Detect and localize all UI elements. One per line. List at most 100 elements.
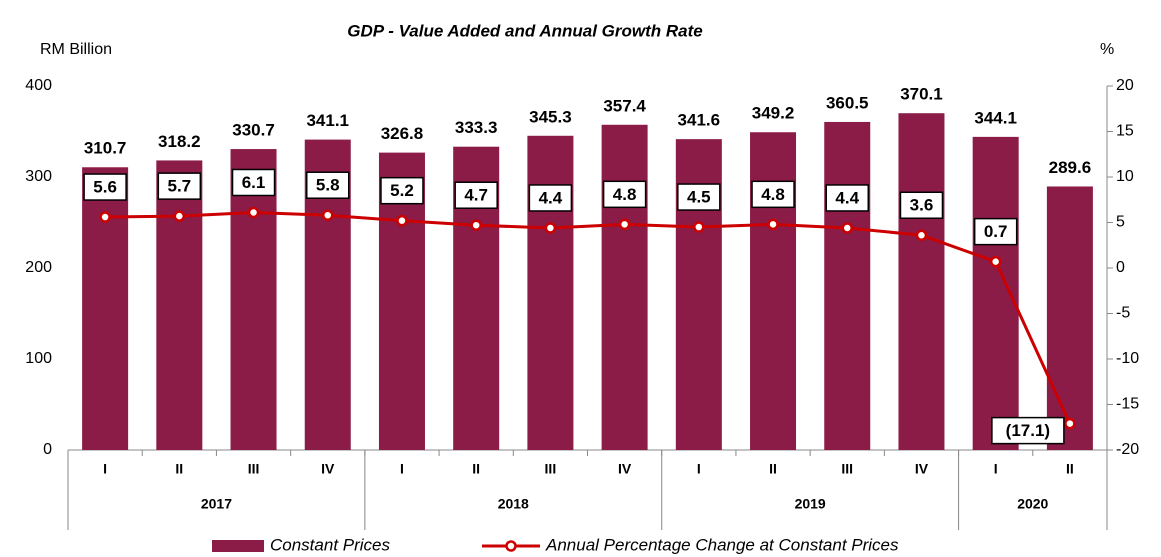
line-value-label: 4.8 (613, 185, 637, 204)
line-value-label: 4.8 (761, 185, 785, 204)
line-value-label: 4.4 (539, 188, 563, 207)
bar (750, 132, 797, 450)
bar-value-label: 318.2 (158, 132, 201, 151)
bar (898, 113, 945, 451)
y-axis-label: RM Billion (40, 41, 112, 58)
line-marker (767, 218, 779, 231)
line (105, 210, 1072, 425)
y2-tick-label: -15 (1116, 396, 1139, 413)
bar-value-label: 344.1 (974, 108, 1017, 127)
line-value-label: 5.6 (93, 178, 117, 197)
x-tick-label: III (545, 461, 557, 477)
bar (1046, 186, 1093, 451)
y2-tick-label: -20 (1116, 441, 1139, 458)
line-marker (247, 206, 260, 219)
line-value-label: 6.1 (242, 173, 266, 192)
group-label: 2018 (498, 496, 529, 512)
y2-axis-label: % (1100, 41, 1114, 58)
x-tick-label: I (994, 461, 998, 477)
line-value-label: 4.5 (687, 188, 711, 207)
line-marker (989, 255, 1002, 268)
line-marker (322, 209, 334, 221)
y2-tick-label: 15 (1116, 123, 1134, 140)
group-label: 2019 (795, 496, 826, 512)
legend-label: Annual Percentage Change at Constant Pri… (545, 535, 899, 554)
y2-tick-label: 20 (1116, 77, 1134, 94)
line-marker (173, 210, 186, 222)
line-label-box (528, 184, 573, 212)
bar (824, 121, 871, 450)
line-label-box (83, 173, 127, 201)
line-marker (693, 221, 705, 233)
bar-value-label: 310.7 (84, 139, 127, 158)
y-tick-label: 200 (25, 259, 52, 276)
x-tick-label: I (400, 461, 404, 477)
line-value-label: (17.1) (1006, 421, 1050, 440)
bar-value-label: 370.1 (900, 85, 943, 104)
x-tick-label: II (769, 461, 777, 477)
line-marker (618, 218, 631, 231)
x-tick-label: II (472, 461, 480, 477)
line-label-box (677, 183, 721, 211)
bar (230, 149, 277, 451)
line-value-label: 5.8 (316, 176, 340, 195)
line-value-label: 5.7 (168, 177, 192, 196)
line-label-box (454, 181, 498, 209)
line-marker (99, 211, 111, 223)
line-value-label: 4.7 (464, 186, 488, 205)
bar-value-label: 349.2 (752, 104, 795, 123)
line-marker (544, 222, 557, 234)
line-value-label: 5.2 (390, 181, 414, 200)
x-tick-label: II (1066, 461, 1074, 477)
y-tick-label: 0 (43, 441, 52, 458)
line-value-label: 4.4 (835, 188, 859, 207)
bar-value-label: 326.8 (381, 124, 424, 143)
y2-tick-label: 10 (1116, 168, 1134, 185)
bar-value-label: 357.4 (603, 96, 646, 115)
y-tick-label: 300 (25, 168, 52, 185)
line-marker (841, 222, 853, 234)
line-value-label: 0.7 (984, 222, 1008, 241)
line-label-box (157, 172, 202, 200)
line-marker (1064, 417, 1076, 430)
line-label-box (380, 176, 424, 205)
line-label-box (899, 191, 944, 219)
line-label-box (825, 184, 869, 212)
y-tick-label: 400 (25, 77, 52, 94)
line-marker (470, 219, 482, 231)
line-label-box (306, 171, 350, 199)
legend-swatch (212, 540, 264, 552)
x-tick-label: IV (915, 461, 929, 477)
y2-tick-label: -5 (1116, 305, 1130, 322)
bar-value-label: 341.1 (306, 111, 349, 130)
x-tick-label: I (697, 461, 701, 477)
bar-value-label: 330.7 (232, 121, 275, 140)
x-tick-label: I (103, 461, 107, 477)
bar (527, 135, 574, 451)
line-marker (915, 229, 928, 241)
line-label-box (231, 168, 276, 197)
bar-value-label: 289.6 (1049, 158, 1092, 177)
y2-tick-label: 0 (1116, 259, 1125, 276)
bar-value-label: 345.3 (529, 107, 572, 126)
line-value-label: 3.6 (910, 196, 934, 215)
legend-label: Constant Prices (270, 535, 390, 554)
bar-value-label: 360.5 (826, 93, 869, 112)
bar-value-label: 333.3 (455, 118, 498, 137)
x-tick-label: IV (618, 461, 632, 477)
line-label-box (751, 180, 795, 209)
group-label: 2017 (201, 496, 232, 512)
line-label-box (973, 217, 1018, 246)
line-label-box (991, 416, 1065, 445)
x-tick-label: IV (321, 461, 335, 477)
x-tick-label: II (175, 461, 183, 477)
line-label-box (602, 180, 647, 209)
y-tick-label: 100 (25, 350, 52, 367)
legend-marker (505, 540, 517, 552)
group-label: 2020 (1017, 496, 1048, 512)
chart-title: GDP - Value Added and Annual Growth Rate (347, 21, 702, 40)
bar-value-label: 341.6 (678, 111, 721, 130)
y2-tick-label: -10 (1116, 350, 1139, 367)
y2-tick-label: 5 (1116, 214, 1125, 231)
